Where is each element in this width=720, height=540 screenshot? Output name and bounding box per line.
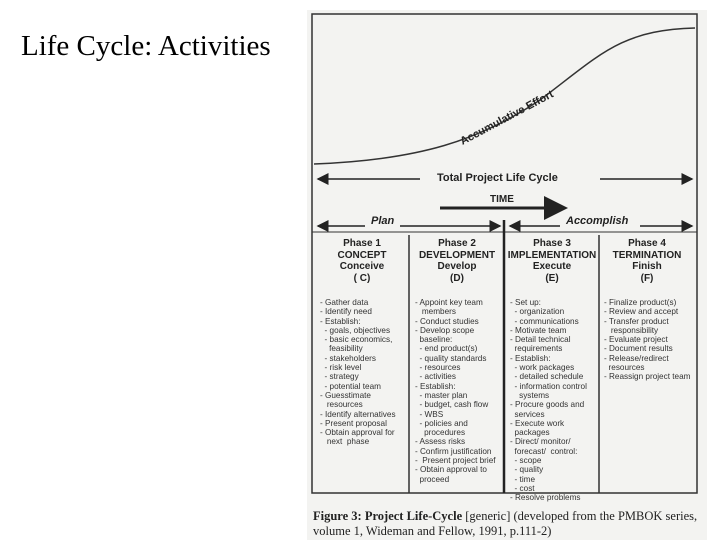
phase-4-header: Phase 4 TERMINATION Finish (F)	[612, 238, 682, 284]
time-label: TIME	[490, 194, 514, 205]
figure-scan	[307, 10, 707, 540]
phase-2-header: Phase 2 DEVELOPMENT Develop (D)	[418, 238, 496, 284]
total-life-cycle-label: Total Project Life Cycle	[437, 172, 558, 184]
phase-1-activities: - Gather data - Identify need - Establis…	[320, 298, 396, 447]
plan-label: Plan	[371, 215, 395, 227]
phase-3-header: Phase 3 IMPLEMENTATION Execute (E)	[507, 238, 597, 284]
slide-title: Life Cycle: Activities	[21, 30, 271, 62]
figure-caption: Figure 3: Project Life-Cycle [generic] (…	[313, 509, 698, 538]
phase-1-header: Phase 1 CONCEPT Conceive( C)	[337, 238, 387, 284]
phase-2-activities: - Appoint key team members - Conduct stu…	[415, 298, 496, 484]
phase-4-activities: - Finalize product(s) - Review and accep…	[604, 298, 691, 382]
accomplish-label: Accomplish	[566, 215, 629, 227]
effort-curve	[313, 27, 696, 165]
phase-3-activities: - Set up: - organization - communication…	[510, 298, 587, 503]
